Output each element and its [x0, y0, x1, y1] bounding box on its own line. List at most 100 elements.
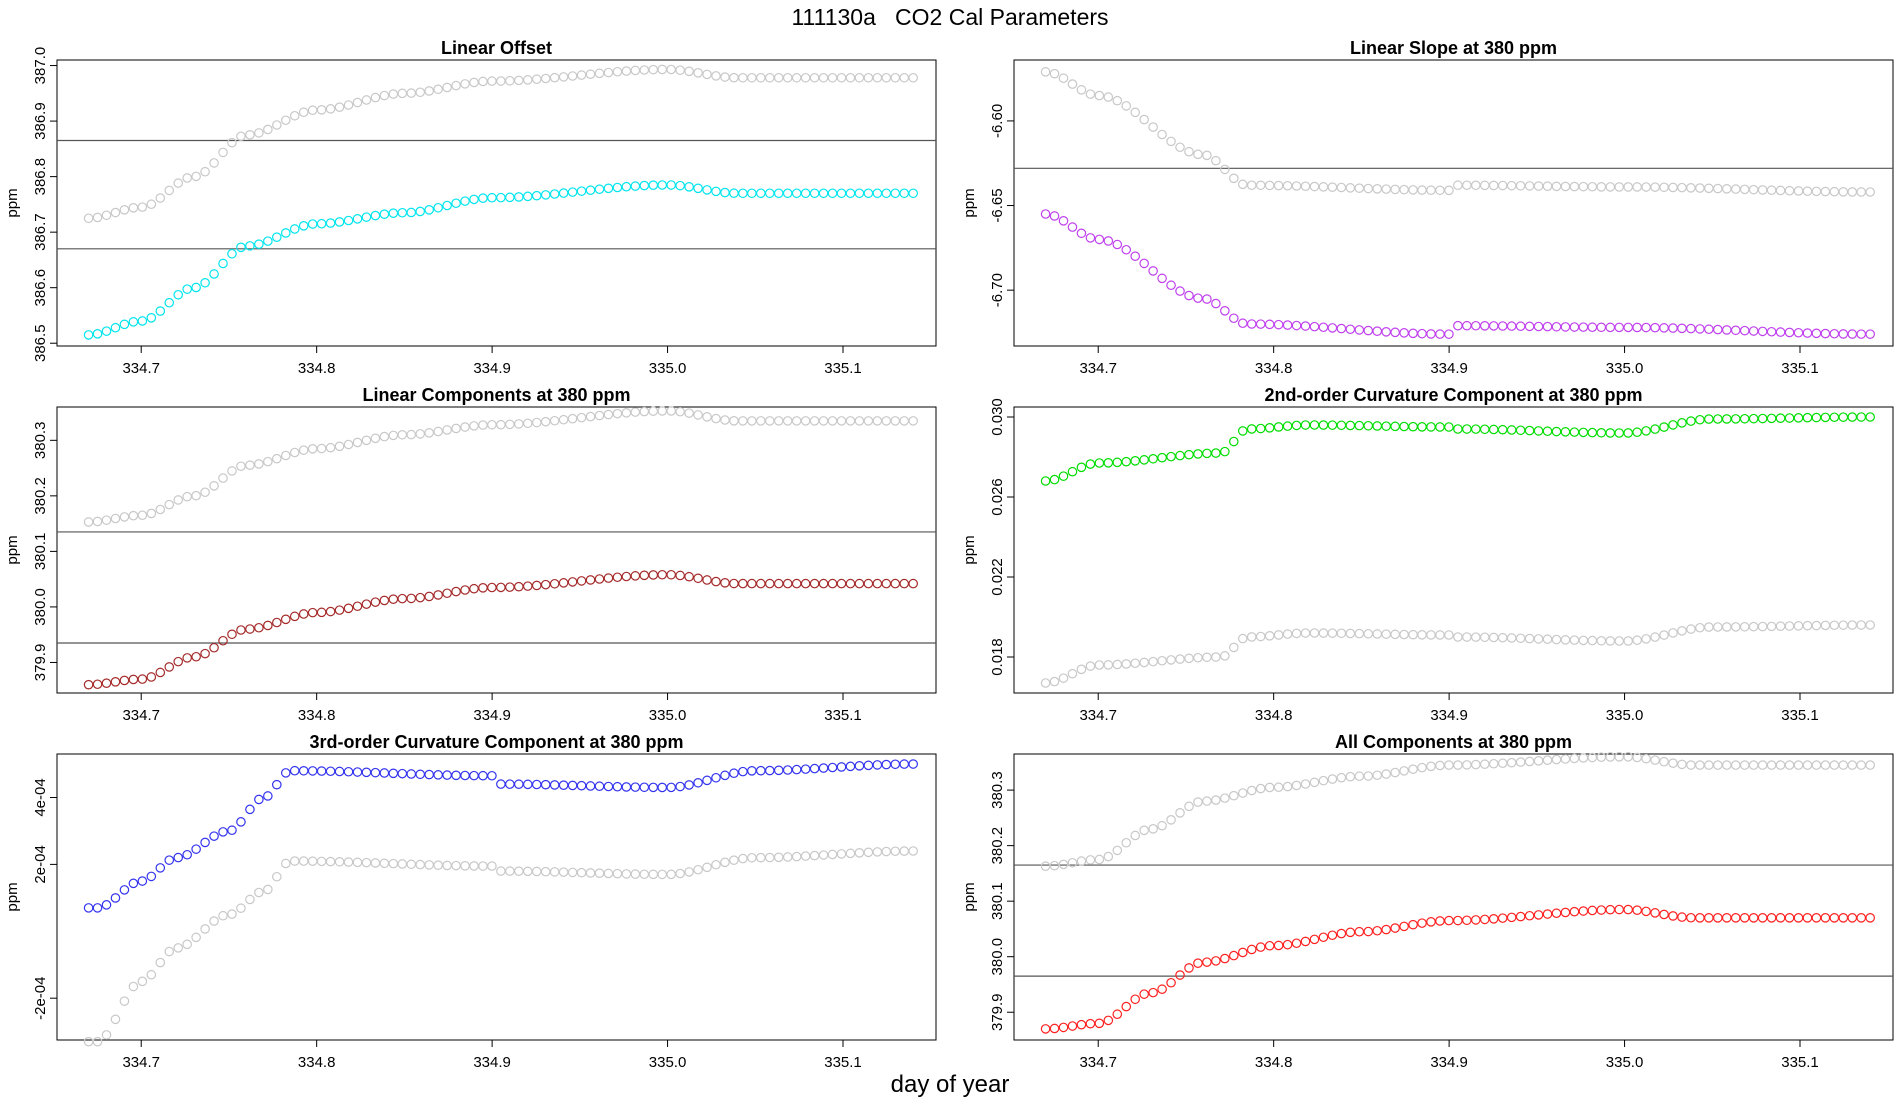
data-point [280, 450, 291, 461]
data-point [1121, 659, 1132, 669]
data-point [1865, 760, 1875, 770]
data-point [666, 869, 676, 880]
data-point [1524, 910, 1535, 921]
data-point [1596, 182, 1607, 192]
data-point [1327, 628, 1338, 638]
data-point [1229, 173, 1239, 184]
data-point [496, 419, 506, 430]
data-point [191, 932, 201, 943]
data-point [1856, 412, 1867, 422]
data-point [146, 672, 157, 682]
data-point [1497, 632, 1508, 643]
data-point [549, 415, 560, 426]
data-point [1488, 914, 1499, 924]
data-point [1130, 456, 1141, 466]
data-point [1641, 634, 1651, 644]
data-point [863, 72, 874, 83]
data-point [630, 869, 641, 879]
data-point [1255, 631, 1266, 642]
data-point [370, 210, 381, 221]
data-point [460, 196, 470, 206]
data-point [863, 578, 874, 589]
data-point [1739, 760, 1750, 770]
data-point [1175, 654, 1185, 664]
data-point [693, 410, 703, 420]
data-point [155, 504, 166, 515]
data-point [379, 209, 390, 219]
data-point [756, 578, 766, 589]
data-point [1237, 179, 1248, 190]
data-point [1345, 927, 1356, 938]
data-point [540, 579, 551, 590]
data-point [1524, 181, 1535, 191]
data-point [1175, 450, 1185, 461]
data-point [1775, 760, 1786, 770]
data-point [756, 416, 766, 426]
data-point [1802, 412, 1813, 423]
data-point [1695, 622, 1705, 633]
data-point [881, 578, 892, 589]
data-point [83, 903, 94, 913]
data-point [451, 586, 461, 597]
data-point [890, 846, 901, 857]
x-tick-label: 334.9 [1430, 1054, 1468, 1071]
data-point [137, 316, 148, 326]
data-point [442, 860, 452, 871]
data-point [1426, 917, 1436, 927]
data-point [1336, 772, 1347, 783]
data-point [1677, 759, 1687, 770]
data-point [1713, 622, 1723, 632]
data-point [334, 856, 345, 867]
data-point [522, 418, 533, 429]
data-point [818, 188, 829, 199]
data-point [1103, 236, 1114, 246]
data-point [263, 124, 273, 135]
data-point [1237, 788, 1248, 798]
data-point [827, 762, 838, 773]
data-point [191, 282, 201, 293]
x-tick-label: 334.7 [122, 707, 160, 724]
data-point [110, 513, 121, 524]
data-point [648, 180, 659, 190]
data-point [379, 431, 390, 442]
data-point [1345, 183, 1356, 193]
data-point [747, 765, 757, 776]
data-point [1426, 630, 1436, 640]
data-point [1202, 294, 1212, 304]
data-point [1255, 423, 1266, 434]
y-tick-label: 0.030 [989, 398, 1006, 436]
data-point [791, 416, 802, 426]
data-point [558, 780, 569, 790]
data-point [1560, 754, 1571, 764]
data-point [791, 764, 802, 775]
data-point [460, 79, 470, 89]
data-point [549, 189, 560, 199]
data-point [576, 780, 587, 791]
data-point [236, 903, 246, 914]
data-point [1112, 239, 1123, 250]
data-point [352, 601, 363, 612]
data-point [1264, 940, 1275, 951]
data-point [1838, 913, 1849, 923]
data-point [1829, 328, 1840, 339]
data-point [1784, 760, 1795, 770]
data-point [254, 239, 264, 249]
data-point [1211, 652, 1221, 662]
data-point [1381, 629, 1391, 639]
data-point [1569, 181, 1580, 192]
data-point [1479, 180, 1490, 191]
data-point [1202, 957, 1212, 967]
data-point [1462, 320, 1472, 331]
data-point [1838, 187, 1849, 197]
data-point [1757, 326, 1768, 337]
data-point [818, 72, 829, 83]
y-tick-label: -6.65 [989, 188, 1006, 222]
data-point [460, 861, 470, 871]
data-point [280, 858, 291, 869]
data-point [1704, 324, 1714, 335]
data-point [1462, 632, 1472, 642]
series-main [83, 569, 918, 690]
data-point [1229, 950, 1239, 961]
data-point [1040, 1024, 1051, 1034]
data-point [693, 573, 703, 584]
